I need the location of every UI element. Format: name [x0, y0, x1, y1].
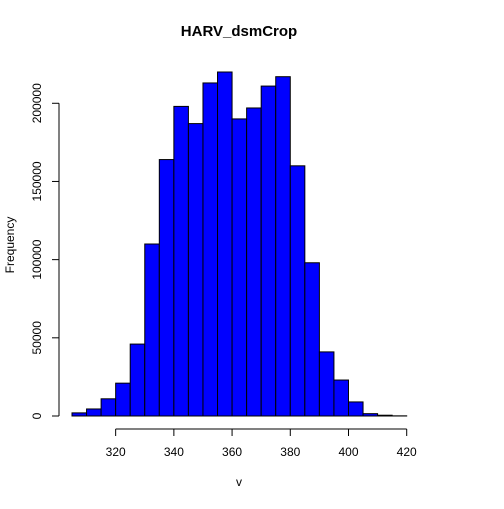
histogram-bar [305, 263, 320, 416]
histogram-bar [174, 106, 189, 416]
histogram-bar [145, 244, 160, 416]
y-axis-label: Frequency [3, 217, 17, 274]
histogram-bar [72, 413, 87, 416]
bars-group [72, 72, 407, 416]
histogram-bar [188, 124, 203, 416]
chart-title: HARV_dsmCrop [181, 23, 297, 40]
x-tick-label: 400 [338, 445, 358, 459]
x-tick-label: 340 [164, 445, 184, 459]
histogram-bar [319, 352, 334, 416]
histogram-bar [116, 383, 131, 416]
x-tick-label: 420 [397, 445, 417, 459]
histogram-bar [261, 86, 276, 416]
histogram-bar [276, 77, 291, 416]
histogram-bar [203, 83, 218, 416]
x-tick-label: 380 [280, 445, 300, 459]
x-axis-label: v [236, 475, 242, 489]
x-axis: 320 340 360 380 400 420 [106, 429, 417, 459]
histogram-bar [232, 119, 247, 416]
histogram-bar [101, 399, 116, 416]
y-tick-label: 100000 [30, 239, 44, 279]
histogram-bar [247, 108, 262, 416]
histogram-bar [87, 409, 102, 416]
histogram-bar [363, 414, 378, 416]
histogram-bar [159, 160, 174, 416]
y-tick-label: 0 [30, 412, 44, 419]
x-tick-label: 320 [106, 445, 126, 459]
histogram-bar [348, 402, 363, 416]
histogram-bar [130, 344, 145, 416]
y-tick-label: 150000 [30, 161, 44, 201]
y-axis: 0 50000 100000 150000 200000 [30, 83, 59, 419]
y-tick-label: 50000 [30, 321, 44, 355]
histogram-bar [378, 415, 393, 416]
x-tick-label: 360 [222, 445, 242, 459]
y-tick-label: 200000 [30, 83, 44, 123]
histogram-bar [334, 380, 349, 416]
histogram-bar [218, 72, 233, 416]
histogram-bar [290, 166, 305, 416]
